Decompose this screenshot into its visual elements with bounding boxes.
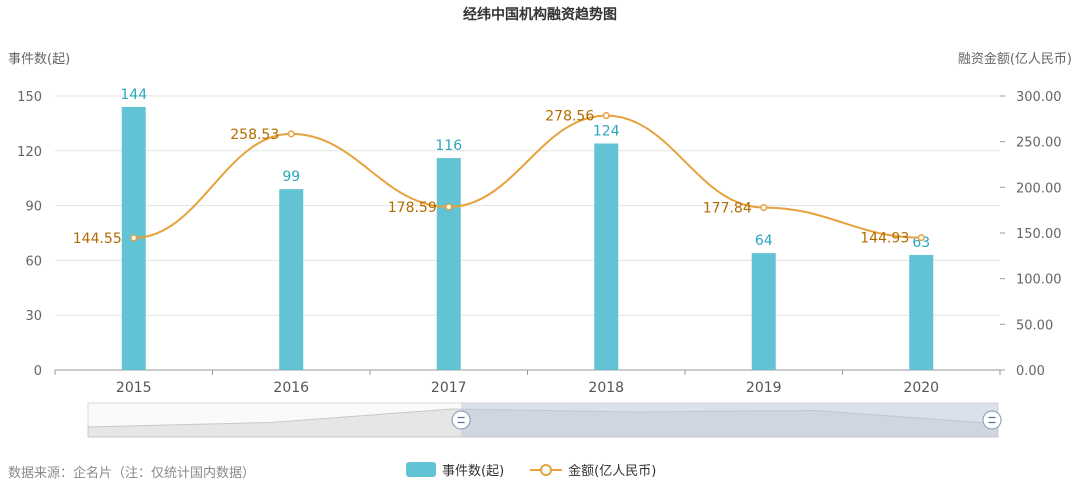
bar-value-label: 99 — [282, 169, 300, 185]
bar-value-label: 63 — [912, 235, 930, 251]
left-axis-title: 事件数(起) — [8, 52, 71, 67]
x-tick-label: 2017 — [431, 380, 467, 396]
right-axis-title: 融资金额(亿人民币) — [957, 52, 1072, 67]
line-value-label: 177.84 — [703, 201, 752, 217]
datazoom-preview — [87, 408, 999, 438]
y2-tick-label: 200.00 — [1016, 181, 1062, 196]
datazoom-end-handle[interactable] — [982, 410, 1002, 430]
legend: 事件数(起) 金额(亿人民币) — [406, 460, 682, 479]
line-value-label: 278.56 — [545, 109, 594, 125]
y2-tick-label: 100.00 — [1016, 273, 1062, 288]
y-tick-label: 120 — [17, 145, 42, 160]
y2-tick-label: 50.00 — [1016, 318, 1053, 333]
line-value-label: 144.93 — [860, 231, 909, 247]
line-value-label: 144.55 — [73, 231, 122, 247]
legend-item-line[interactable]: 金额(亿人民币) — [530, 460, 656, 479]
bar — [909, 254, 934, 370]
legend-item-bars[interactable]: 事件数(起) — [406, 460, 504, 479]
y-tick-label: 60 — [25, 254, 42, 269]
line-swatch-icon — [530, 463, 563, 476]
chart-title: 经纬中国机构融资趋势图 — [463, 7, 617, 23]
y-tick-label: 90 — [25, 200, 42, 215]
bar — [279, 189, 304, 370]
x-tick-label: 2018 — [588, 380, 624, 396]
line-point — [130, 234, 138, 242]
data-source-note: 数据来源：企名片（注：仅统计国内数据） — [8, 466, 256, 481]
amount-series-line — [133, 114, 922, 239]
bar — [594, 143, 619, 370]
x-tick-label: 2020 — [903, 380, 939, 396]
y-tick-label: 30 — [25, 309, 42, 324]
legend-label-bars: 事件数(起) — [442, 464, 505, 479]
drag-handle-icon — [982, 410, 1002, 430]
bar — [436, 158, 461, 370]
line-point — [760, 204, 768, 212]
y2-tick-label: 250.00 — [1016, 136, 1062, 151]
bar — [751, 253, 776, 370]
legend-label-line: 金额(亿人民币) — [568, 464, 657, 479]
bar-value-label: 124 — [593, 123, 620, 139]
y-tick-label: 150 — [17, 90, 42, 105]
bar-value-label: 64 — [755, 233, 773, 249]
drag-handle-icon — [451, 410, 471, 430]
x-tick-label: 2015 — [116, 380, 152, 396]
x-tick-label: 2016 — [273, 380, 309, 396]
y2-tick-label: 300.00 — [1016, 90, 1062, 105]
y2-tick-label: 0.00 — [1016, 364, 1045, 379]
bar-value-label: 144 — [120, 87, 147, 103]
line-point — [917, 234, 925, 242]
line-value-label: 258.53 — [230, 127, 279, 143]
y2-tick-label: 150.00 — [1016, 227, 1062, 242]
bar-value-label: 116 — [435, 138, 462, 154]
line-value-label: 178.59 — [388, 200, 437, 216]
datazoom-selected-range — [461, 403, 999, 437]
y-tick-label: 0 — [34, 364, 42, 379]
x-tick-label: 2019 — [746, 380, 782, 396]
datazoom-start-handle[interactable] — [451, 410, 471, 430]
bar-swatch-icon — [406, 462, 436, 477]
line-point — [445, 203, 453, 211]
line-point — [287, 130, 295, 138]
line-point — [602, 112, 610, 120]
